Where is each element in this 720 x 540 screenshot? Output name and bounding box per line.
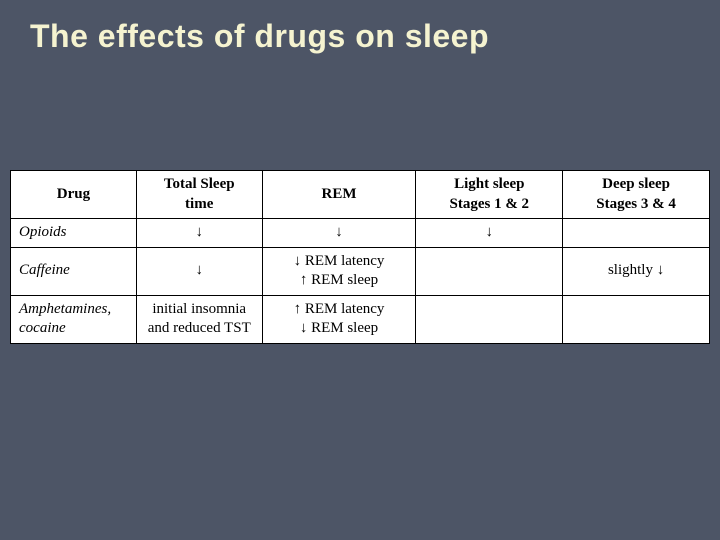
col-header-light: Light sleep Stages 1 & 2 (416, 171, 563, 219)
col-header-drug: Drug (11, 171, 137, 219)
cell-drug: Caffeine (11, 247, 137, 295)
table-row: Amphetamines, cocaine initial insomnia a… (11, 295, 710, 343)
cell-rem: ↓ REM latency ↑ REM sleep (262, 247, 416, 295)
col-header-rem: REM (262, 171, 416, 219)
col-header-label: REM (322, 186, 357, 202)
drug-effects-table-container: Drug Total Sleep time REM Light sleep St… (10, 170, 710, 344)
cell-light: ↓ (416, 219, 563, 248)
col-header-sub: Stages 1 & 2 (449, 196, 529, 212)
col-header-sub: time (185, 196, 213, 212)
col-header-label: Total Sleep (164, 176, 235, 192)
table-row: Opioids ↓ ↓ ↓ (11, 219, 710, 248)
cell-rem: ↑ REM latency ↓ REM sleep (262, 295, 416, 343)
cell-rem: ↓ (262, 219, 416, 248)
table-header-row: Drug Total Sleep time REM Light sleep St… (11, 171, 710, 219)
cell-deep: slightly ↓ (563, 247, 710, 295)
cell-light (416, 247, 563, 295)
col-header-label: Drug (57, 186, 90, 202)
col-header-sub: Stages 3 & 4 (596, 196, 676, 212)
col-header-tst: Total Sleep time (136, 171, 262, 219)
cell-drug: Amphetamines, cocaine (11, 295, 137, 343)
cell-drug: Opioids (11, 219, 137, 248)
cell-deep (563, 219, 710, 248)
cell-tst: ↓ (136, 247, 262, 295)
col-header-label: Deep sleep (602, 176, 670, 192)
cell-deep (563, 295, 710, 343)
cell-tst: ↓ (136, 219, 262, 248)
table-row: Caffeine ↓ ↓ REM latency ↑ REM sleep sli… (11, 247, 710, 295)
col-header-label: Light sleep (454, 176, 524, 192)
cell-light (416, 295, 563, 343)
col-header-deep: Deep sleep Stages 3 & 4 (563, 171, 710, 219)
cell-tst: initial insomnia and reduced TST (136, 295, 262, 343)
slide-title: The effects of drugs on sleep (0, 0, 720, 55)
drug-effects-table: Drug Total Sleep time REM Light sleep St… (10, 170, 710, 344)
